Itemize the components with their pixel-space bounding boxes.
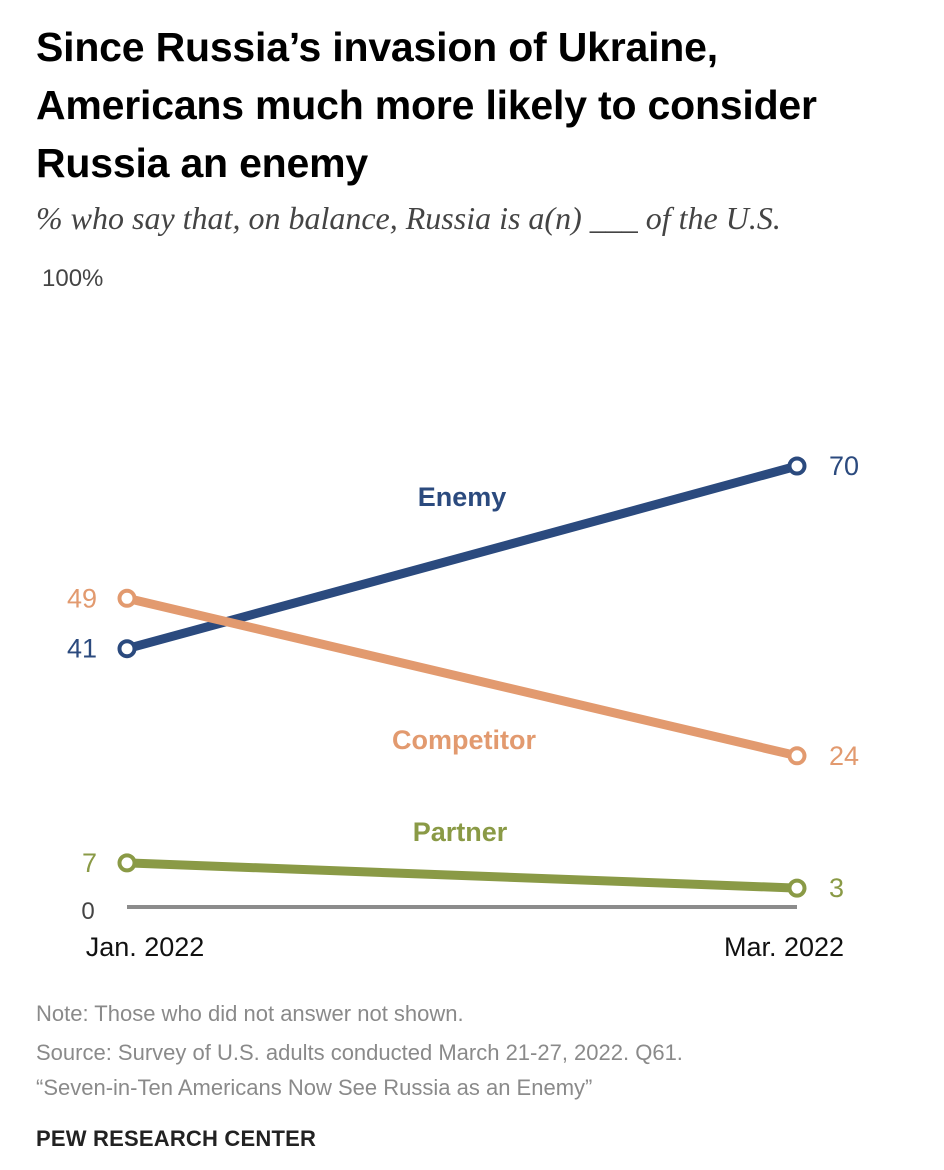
competitor-series-label: Competitor [392,725,536,755]
chart-source: Source: Survey of U.S. adults conducted … [36,1040,683,1065]
competitor-marker-jan [117,588,137,608]
x-tick-label-mar-2022: Mar. 2022 [724,932,844,962]
partner-series-label: Partner [413,817,508,847]
partner-data-label-jan: 7 [82,848,97,878]
y-tick-label-100: 100% [42,265,103,292]
line-chart: 100% 0 Jan. 2022 Mar. 2022 41 70 Enemy 49 24 Comp… [42,265,859,962]
x-tick-label-jan-2022: Jan. 2022 [86,932,205,962]
competitor-line [122,593,802,761]
chart-subtitle: % who say that, on balance, Russia is a(… [36,200,781,236]
competitor-marker-mar [787,746,807,766]
y-tick-label-0: 0 [81,898,94,925]
partner-data-label-mar: 3 [829,873,844,903]
chart-source-report: “Seven-in-Ten Americans Now See Russia a… [36,1075,593,1100]
competitor-data-label-mar: 24 [829,741,859,771]
enemy-data-label-jan: 41 [67,634,97,664]
enemy-marker-jan [117,639,137,659]
enemy-marker-mar [787,456,807,476]
enemy-line [122,461,802,654]
enemy-data-label-mar: 70 [829,451,859,481]
chart-title: Since Russia’s invasion of Ukraine, Amer… [36,24,817,186]
brand-logo-text: PEW RESEARCH CENTER [36,1126,317,1151]
partner-marker-mar [787,878,807,898]
enemy-series-label: Enemy [418,482,507,512]
competitor-data-label-jan: 49 [67,583,97,613]
partner-marker-jan [117,853,137,873]
partner-line [122,858,802,893]
chart-note: Note: Those who did not answer not shown… [36,1001,464,1026]
